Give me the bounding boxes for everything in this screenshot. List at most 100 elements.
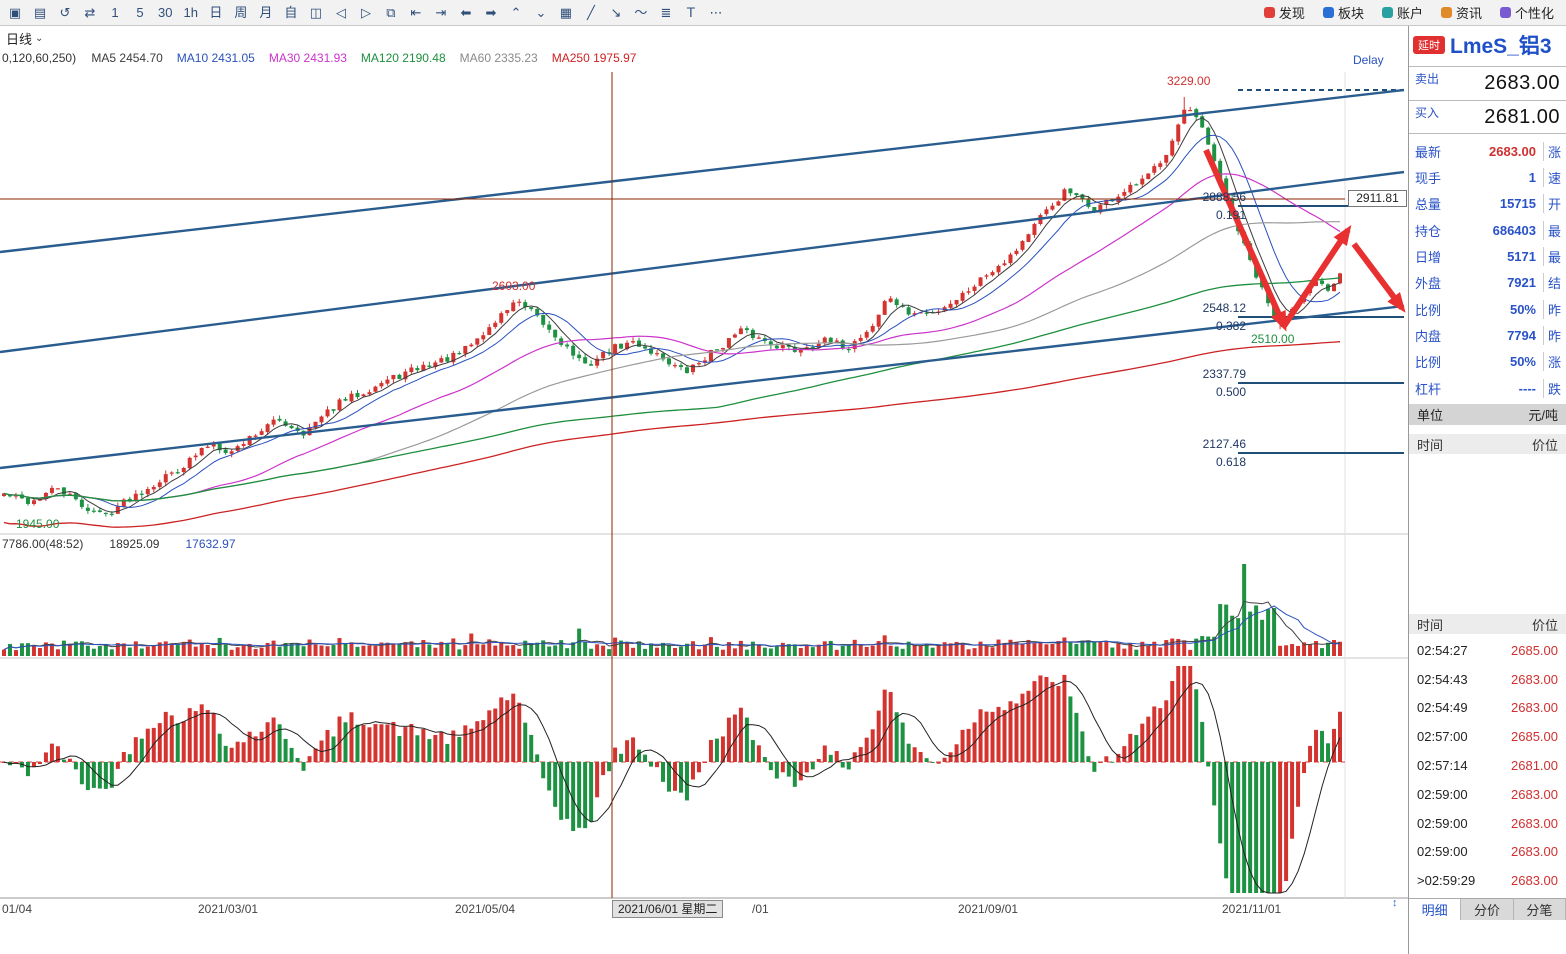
flip-icon[interactable]: ⧉ xyxy=(386,5,396,20)
quote-row: 日增 5171 最 xyxy=(1409,243,1566,269)
x-axis-label: 2021/11/01 xyxy=(1222,902,1282,916)
period-custom-button[interactable]: 自 xyxy=(284,5,298,20)
collapse-up-icon[interactable]: ⌃ xyxy=(510,5,522,20)
step-left-icon[interactable]: ◁ xyxy=(335,5,346,20)
menu-account-icon xyxy=(1381,7,1393,18)
ma-value-ma10: MA10 2431.05 xyxy=(176,51,255,65)
x-axis-label: 2021/05/04 xyxy=(455,902,516,916)
tick-time: 02:59:00 xyxy=(1417,844,1468,860)
tick-price: 2685.00 xyxy=(1511,729,1558,745)
menu-sectors-icon xyxy=(1322,7,1334,18)
tick-price: 2681.00 xyxy=(1511,758,1558,774)
arrow-tool-icon[interactable]: ↘ xyxy=(610,5,622,20)
jump-start-icon[interactable]: ⇤ xyxy=(410,5,422,20)
crosshair-price-label: 2911.81 xyxy=(1348,190,1407,207)
panel-tab-2[interactable]: 分价 xyxy=(1461,899,1514,920)
delay-badge: 延时 xyxy=(1413,36,1445,54)
quote-row-value: 686403 xyxy=(1492,222,1536,238)
quote-row-value: 15715 xyxy=(1499,196,1536,212)
wave-tool-icon[interactable]: 〜 xyxy=(634,5,648,20)
workspace-icon[interactable]: ▣ xyxy=(8,5,22,20)
main-toolbar: ▣ ▤ ↺ ⇄ 1 5 30 1h 日周月自 ◫ ◁ ▷ ⧉ ⇤ ⇥ ⬅ ➡ ⌃ ⌄ ▦ ╱ ↘ 〜 ≣ Ｔ ⋯ 发现 板块 账户 资讯… xyxy=(0,0,1566,26)
menu-news-icon xyxy=(1440,7,1452,18)
period-select-label: 日线 xyxy=(6,31,33,47)
quote-row-secondary-label: 最 xyxy=(1543,220,1566,240)
tick-row: 02:57:14 2681.00 xyxy=(1409,751,1566,780)
toolbar-icons: ▣ ▤ ↺ ⇄ 1 5 30 1h 日周月自 ◫ ◁ ▷ ⧉ ⇤ ⇥ ⬅ ➡ ⌃ ⌄ ▦ ╱ ↘ 〜 ≣ Ｔ ⋯ xyxy=(8,6,723,19)
quote-row-secondary-label: 结 xyxy=(1543,273,1566,293)
chevron-down-icon: ⌄ xyxy=(35,32,44,44)
symbol-row: 延时 LmeS_铝3 xyxy=(1409,26,1566,64)
playback-icon[interactable]: ◫ xyxy=(309,5,323,20)
menu-account-label: 账户 xyxy=(1396,6,1423,21)
pan-left-icon[interactable]: ⬅ xyxy=(460,5,472,20)
menu-account[interactable]: 账户 xyxy=(1381,3,1423,22)
quote-panel: 延时 LmeS_铝3 卖出 2683.00 买入 2681.00 最新 2683.… xyxy=(1408,26,1566,954)
pan-right-icon[interactable]: ➡ xyxy=(485,5,497,20)
menu-discover[interactable]: 发现 xyxy=(1263,3,1305,22)
panel-tab-3[interactable]: 分笔 xyxy=(1514,899,1566,920)
quote-row-label: 比例 xyxy=(1415,302,1442,318)
text-tool-icon[interactable]: Ｔ xyxy=(684,5,698,20)
quote-row-secondary-label: 昨 xyxy=(1543,299,1566,319)
quote-row: 杠杆 ---- 跌 xyxy=(1409,375,1566,401)
period-1hour-button[interactable]: 1h xyxy=(183,5,198,20)
panel-tab-1[interactable]: 明细 xyxy=(1409,899,1462,920)
volume-header: 7786.00(48:52) 18925.09 17632.97 xyxy=(2,537,236,551)
quote-row-value: 2683.00 xyxy=(1489,143,1536,159)
tick-time: 02:57:00 xyxy=(1417,729,1468,745)
save-icon[interactable]: ▤ xyxy=(33,5,47,20)
quote-row: 内盘 7794 昨 xyxy=(1409,322,1566,348)
menu-personalize-label: 个性化 xyxy=(1514,6,1554,21)
ma-value-ma5: MA5 2454.70 xyxy=(91,51,163,65)
menu-sectors-label: 板块 xyxy=(1337,6,1364,21)
delay-label: Delay xyxy=(1353,53,1384,67)
period-day-button[interactable]: 日 xyxy=(209,5,223,20)
tick-price: 2683.00 xyxy=(1511,815,1558,831)
quote-row-value: ---- xyxy=(1518,380,1536,396)
symbol-name: LmeS_铝3 xyxy=(1450,35,1552,58)
tick-time: 02:57:14 xyxy=(1417,758,1468,774)
step-right-icon[interactable]: ▷ xyxy=(360,5,371,20)
tick-row: 02:59:00 2683.00 xyxy=(1409,809,1566,838)
period-1min-button[interactable]: 1 xyxy=(111,5,119,20)
main-chart-canvas[interactable] xyxy=(0,0,1408,954)
menu-personalize[interactable]: 个性化 xyxy=(1499,3,1554,22)
jump-end-icon[interactable]: ⇥ xyxy=(435,5,447,20)
period-month-button[interactable]: 月 xyxy=(259,5,273,20)
grid-icon[interactable]: ▦ xyxy=(559,5,573,20)
bid-row[interactable]: 买入 2681.00 xyxy=(1409,100,1566,134)
tick-price: 2683.00 xyxy=(1511,700,1558,716)
menu-news[interactable]: 资讯 xyxy=(1440,3,1482,22)
quote-row-label: 日增 xyxy=(1415,250,1442,266)
period-week-button[interactable]: 周 xyxy=(234,5,248,20)
unit-label: 单位 xyxy=(1417,408,1444,423)
period-30min-button[interactable]: 30 xyxy=(158,5,173,20)
ask-row[interactable]: 卖出 2683.00 xyxy=(1409,66,1566,100)
pane-collapse-icon[interactable]: ↕ xyxy=(1392,897,1398,909)
tick-time: 02:59:00 xyxy=(1417,815,1468,831)
refresh-icon[interactable]: ↺ xyxy=(59,5,71,20)
tick-row: 02:54:43 2683.00 xyxy=(1409,665,1566,694)
period-select[interactable]: 日线 ⌄ xyxy=(6,29,43,48)
quote-row: 比例 50% 昨 xyxy=(1409,296,1566,322)
quote-row-secondary-label: 跌 xyxy=(1543,378,1566,398)
quote-row-label: 现手 xyxy=(1415,171,1442,187)
quote-row-secondary-label: 涨 xyxy=(1543,352,1566,372)
x-axis-label: 01/04 xyxy=(2,902,33,916)
quote-row-secondary-label: 最 xyxy=(1543,247,1566,267)
trendline-tool-icon[interactable]: ╱ xyxy=(587,5,595,20)
quote-stat-rows: 最新 2683.00 涨现手 1 速总量 15715 开持仓 686403 最日增 5171 最外盘… xyxy=(1409,138,1566,401)
quote-row-secondary-label: 开 xyxy=(1543,194,1566,214)
tick-price: 2685.00 xyxy=(1511,642,1558,658)
period-5min-button[interactable]: 5 xyxy=(136,5,144,20)
quote-row-label: 杠杆 xyxy=(1415,381,1442,397)
more-icon[interactable]: ⋯ xyxy=(709,5,723,20)
x-axis-label: 2021/03/01 xyxy=(198,902,259,916)
menu-sectors[interactable]: 板块 xyxy=(1322,3,1364,22)
compare-icon[interactable]: ⇄ xyxy=(84,5,96,20)
collapse-down-icon[interactable]: ⌄ xyxy=(535,5,547,20)
tick-time: 02:54:43 xyxy=(1417,671,1468,687)
parallel-lines-tool-icon[interactable]: ≣ xyxy=(660,5,672,20)
